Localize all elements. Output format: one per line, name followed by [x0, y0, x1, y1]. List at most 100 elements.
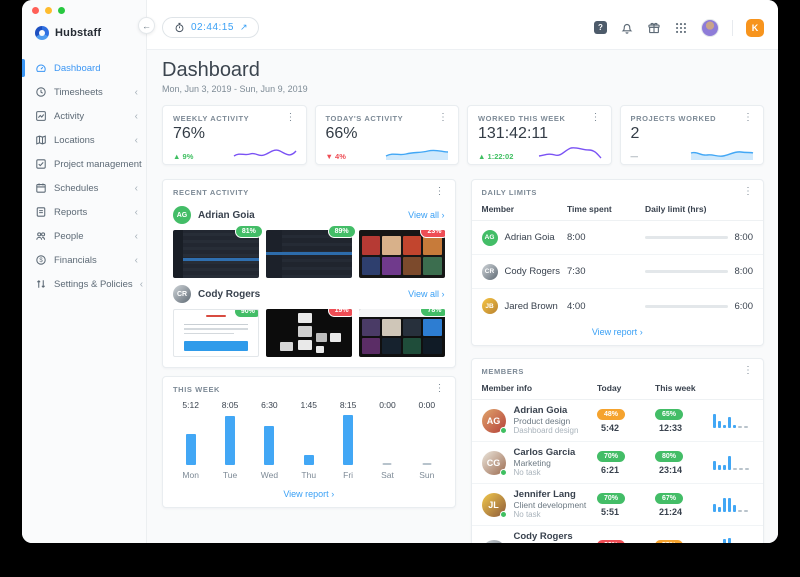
online-status-dot [499, 426, 507, 434]
sidebar-item-label: Reports [54, 206, 88, 218]
close-window-icon[interactable] [32, 7, 39, 14]
sidebar-item-project-management[interactable]: Project management ‹ [22, 152, 152, 176]
kebab-menu-icon[interactable]: ⋮ [434, 383, 445, 394]
sidebar-item-people[interactable]: People ‹ [22, 224, 146, 248]
table-row: CR Cody Rogers 7:30 8:00 [471, 255, 763, 289]
gift-icon[interactable] [647, 21, 661, 35]
screenshot-thumbnail[interactable]: 89% [265, 225, 356, 278]
open-timer-icon[interactable]: ↗ [239, 22, 248, 32]
member-name: Adrian Goia [513, 405, 568, 416]
today-percent-badge: 70% [597, 450, 626, 462]
help-icon[interactable]: ? [594, 21, 607, 34]
avatar: AG [173, 206, 191, 224]
day-label: Wed [260, 470, 279, 480]
screenshot-thumbnail[interactable]: 81% [173, 225, 263, 278]
member-role: Client development [513, 500, 587, 510]
report-icon [36, 207, 46, 217]
sidebar-item-dashboard[interactable]: Dashboard [22, 56, 146, 80]
window-controls[interactable] [32, 7, 65, 14]
stat-value: 76% [173, 125, 206, 142]
week-time: 23:14 [659, 464, 683, 475]
member-row: JL Jennifer Lang Client development No tas… [471, 484, 763, 526]
stat-title: TODAY'S ACTIVITY [325, 114, 404, 123]
column-header: Time spent [567, 204, 612, 214]
kebab-menu-icon[interactable]: ⋮ [743, 112, 753, 123]
member-row: CR Cody RogersProduct designNew onboardi… [472, 526, 764, 543]
sidebar-item-settings-policies[interactable]: Settings & Policies ‹ [22, 272, 146, 296]
view-report-link[interactable]: View report › [591, 327, 643, 337]
activity-percent-badge: 90% [233, 310, 258, 318]
screenshot-thumbnails: 81% 89% 23% [163, 224, 455, 282]
chevron-icon: ‹ [134, 110, 138, 122]
day-label: Sun [419, 470, 435, 480]
online-status-dot [499, 468, 507, 476]
activity-percent-badge: 89% [327, 225, 356, 238]
member-row: AG Adrian Goia Product design Dashboard de… [471, 400, 763, 442]
kebab-menu-icon[interactable]: ⋮ [438, 112, 448, 123]
kebab-menu-icon[interactable]: ⋮ [285, 112, 296, 123]
card-title: MEMBERS [481, 367, 525, 376]
time-spent: 4:00 [567, 300, 586, 312]
sidebar-item-activity[interactable]: Activity ‹ [22, 104, 146, 128]
view-all-link[interactable]: View all › [408, 210, 445, 220]
activity-percent-badge: 19% [327, 309, 352, 317]
member-task: Dashboard design [513, 426, 579, 435]
sidebar-item-financials[interactable]: $ Financials ‹ [22, 248, 146, 272]
today-percent-badge: 70% [597, 492, 626, 504]
zoom-window-icon[interactable] [58, 7, 65, 14]
sparkline [233, 149, 297, 157]
sparkline [538, 147, 602, 159]
sidebar-item-locations[interactable]: Locations ‹ [22, 128, 146, 152]
user-avatar[interactable] [701, 18, 719, 37]
screenshot-thumbnail[interactable]: 90% [173, 309, 259, 357]
bar [303, 454, 314, 465]
kebab-menu-icon[interactable]: ⋮ [743, 186, 753, 197]
apps-grid-icon[interactable] [674, 21, 688, 35]
notifications-bell-icon[interactable] [620, 21, 634, 35]
sidebar-item-reports[interactable]: Reports ‹ [22, 200, 146, 224]
limit-progress-bar [645, 270, 728, 273]
sidebar-item-schedules[interactable]: Schedules ‹ [22, 176, 146, 200]
bar-value: 0:00 [418, 400, 436, 410]
hubstaff-logo-icon [35, 26, 49, 40]
screenshot-thumbnail[interactable]: 23% [358, 230, 445, 278]
chevron-icon: ‹ [134, 182, 138, 194]
screenshot-thumbnail[interactable]: 19% [265, 309, 352, 357]
brand: Hubstaff [22, 0, 146, 40]
this-week-card: THIS WEEK ⋮ 5:12 Mon 8:05 Tue 6:30 Wed 1:45 T… [162, 376, 456, 508]
kebab-menu-icon[interactable]: ⋮ [434, 186, 445, 197]
member-week-minichart: About an hour ago [713, 538, 753, 543]
stat-delta: ▲ 9% [173, 152, 194, 161]
table-header: Member info Today This week [471, 376, 763, 400]
member-name: Cody Rogers [513, 531, 573, 542]
hours-bar-chart: 5:12 Mon 8:05 Tue 6:30 Wed 1:45 Thu 8:15 Fri … [163, 394, 455, 480]
card-title: RECENT ACTIVITY [173, 188, 249, 197]
view-all-link[interactable]: View all › [408, 289, 445, 299]
member-name: Jennifer Lang [513, 489, 576, 500]
limit-progress-bar [645, 236, 728, 239]
member-name: Cody Rogers [504, 266, 560, 277]
day-label: Thu [301, 470, 317, 480]
member-name: Cody Rogers [198, 288, 261, 300]
screenshot-thumbnails: 90% 19% 78% [163, 303, 455, 367]
page-title: Dashboard [162, 59, 260, 81]
screenshot-thumbnail[interactable]: 78% [358, 309, 445, 357]
kebab-menu-icon[interactable]: ⋮ [590, 112, 601, 123]
stat-delta: — [630, 152, 639, 161]
bar-value: 6:30 [261, 400, 278, 410]
org-badge[interactable]: K [746, 18, 764, 37]
minimize-window-icon[interactable] [45, 7, 52, 14]
stat-card-todays-activity: TODAY'S ACTIVITY ⋮ 66% ▼ 4% [314, 105, 459, 165]
view-report-link[interactable]: View report › [283, 489, 335, 499]
sidebar-item-timesheets[interactable]: Timesheets ‹ [22, 80, 146, 104]
collapse-sidebar-button[interactable]: ← [138, 17, 155, 34]
sidebar-item-label: Financials [54, 254, 97, 266]
kebab-menu-icon[interactable]: ⋮ [743, 365, 753, 376]
stat-delta: ▼ 4% [325, 152, 346, 161]
calendar-icon [36, 183, 46, 193]
today-percent-badge: 23% [597, 539, 626, 543]
week-percent-badge: 65% [655, 408, 684, 420]
limit-value: 8:00 [734, 232, 754, 243]
timer-widget[interactable]: 02:44:15 ↗ [162, 17, 260, 38]
today-percent-badge: 48% [597, 408, 626, 420]
